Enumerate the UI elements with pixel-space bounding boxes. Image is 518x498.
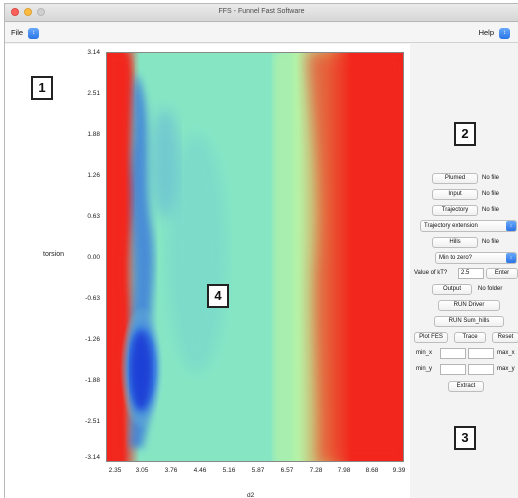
trajectory-extension-value: Trajectory extension bbox=[424, 223, 478, 229]
max-x-label: max_x bbox=[497, 348, 515, 359]
app-window: FFS - Funnel Fast Software File ↕ Help ↕ bbox=[4, 3, 518, 498]
callout-3: 3 bbox=[454, 426, 476, 450]
x-tick-label: 6.57 bbox=[273, 467, 301, 474]
min-to-zero-select[interactable]: Min to zero? ↕ bbox=[435, 252, 517, 264]
y-tick-label: 2.51 bbox=[68, 90, 100, 97]
y-tick-label: 3.14 bbox=[68, 49, 100, 56]
chevron-updown-icon: ↕ bbox=[499, 28, 510, 39]
trajectory-status: No file bbox=[482, 205, 499, 216]
callout-4: 4 bbox=[207, 284, 229, 308]
min-x-input[interactable] bbox=[440, 348, 466, 359]
y-tick-label: -1.88 bbox=[68, 377, 100, 384]
min-to-zero-value: Min to zero? bbox=[439, 255, 472, 261]
control-panel: 2 Plumed No file Input No file Trajector… bbox=[410, 44, 518, 498]
x-tick-label: 5.87 bbox=[244, 467, 272, 474]
menu-bar: File ↕ Help ↕ bbox=[5, 23, 518, 43]
y-tick-label: -1.26 bbox=[68, 336, 100, 343]
plot-fes-button[interactable]: Plot FES bbox=[414, 332, 448, 343]
trace-button[interactable]: Trace bbox=[454, 332, 486, 343]
x-axis-label: d2 bbox=[247, 492, 254, 498]
reset-button[interactable]: Reset bbox=[492, 332, 518, 343]
help-menu-button[interactable]: Help ↕ bbox=[479, 27, 510, 39]
max-y-label: max_y bbox=[497, 364, 515, 375]
x-tick-label: 8.68 bbox=[358, 467, 386, 474]
callout-2: 2 bbox=[454, 122, 476, 146]
x-tick-label: 7.28 bbox=[302, 467, 330, 474]
help-menu-label: Help bbox=[479, 27, 494, 39]
enter-button[interactable]: Enter bbox=[486, 268, 518, 279]
x-tick-label: 9.39 bbox=[385, 467, 413, 474]
extract-button[interactable]: Extract bbox=[448, 381, 484, 392]
kt-label: Value of kT? bbox=[414, 268, 447, 279]
plot-area: torsion d2 3.14 2.51 1.88 1.26 0.63 0.00… bbox=[5, 44, 410, 498]
x-tick-label: 3.76 bbox=[157, 467, 185, 474]
heatmap-image bbox=[107, 53, 404, 462]
output-button[interactable]: Output bbox=[432, 284, 472, 295]
hills-button[interactable]: Hills bbox=[432, 237, 478, 248]
title-bar: FFS - Funnel Fast Software bbox=[5, 4, 518, 22]
kt-input[interactable]: 2.5 bbox=[458, 268, 484, 279]
run-driver-button[interactable]: RUN Driver bbox=[438, 300, 500, 311]
min-x-label: min_x bbox=[416, 348, 432, 359]
input-button[interactable]: Input bbox=[432, 189, 478, 200]
chevron-updown-icon: ↕ bbox=[506, 253, 516, 263]
min-y-input[interactable] bbox=[440, 364, 466, 375]
y-tick-label: -2.51 bbox=[68, 418, 100, 425]
min-y-label: min_y bbox=[416, 364, 432, 375]
y-tick-label: 0.00 bbox=[68, 254, 100, 261]
max-y-input[interactable] bbox=[468, 364, 494, 375]
hills-status: No file bbox=[482, 237, 499, 248]
free-energy-heatmap[interactable] bbox=[106, 52, 404, 462]
green-ridge bbox=[273, 53, 287, 462]
x-tick-label: 4.46 bbox=[186, 467, 214, 474]
y-tick-label: -3.14 bbox=[68, 454, 100, 461]
output-status: No folder bbox=[478, 284, 502, 295]
x-tick-label: 2.35 bbox=[101, 467, 129, 474]
y-tick-label: -0.63 bbox=[68, 295, 100, 302]
y-tick-label: 1.26 bbox=[68, 172, 100, 179]
plumed-button[interactable]: Plumed bbox=[432, 173, 478, 184]
middle-basin bbox=[167, 133, 227, 373]
chevron-updown-icon: ↕ bbox=[28, 28, 39, 39]
chevron-updown-icon: ↕ bbox=[506, 221, 516, 231]
y-axis-label: torsion bbox=[43, 251, 64, 258]
file-menu-label: File bbox=[11, 27, 23, 39]
x-tick-label: 3.05 bbox=[128, 467, 156, 474]
global-minimum-core bbox=[131, 331, 151, 411]
max-x-input[interactable] bbox=[468, 348, 494, 359]
y-tick-label: 1.88 bbox=[68, 131, 100, 138]
x-tick-label: 7.98 bbox=[330, 467, 358, 474]
trajectory-extension-select[interactable]: Trajectory extension ↕ bbox=[420, 220, 517, 232]
input-status: No file bbox=[482, 189, 499, 200]
y-tick-label: 0.63 bbox=[68, 213, 100, 220]
right-high-energy-region bbox=[307, 53, 404, 462]
run-sum-hills-button[interactable]: RUN Sum_hills bbox=[434, 316, 504, 327]
window-title: FFS - Funnel Fast Software bbox=[5, 8, 518, 15]
x-tick-label: 5.16 bbox=[215, 467, 243, 474]
plumed-status: No file bbox=[482, 173, 499, 184]
callout-1: 1 bbox=[31, 76, 53, 100]
trajectory-button[interactable]: Trajectory bbox=[432, 205, 478, 216]
file-menu-button[interactable]: File ↕ bbox=[11, 27, 39, 39]
